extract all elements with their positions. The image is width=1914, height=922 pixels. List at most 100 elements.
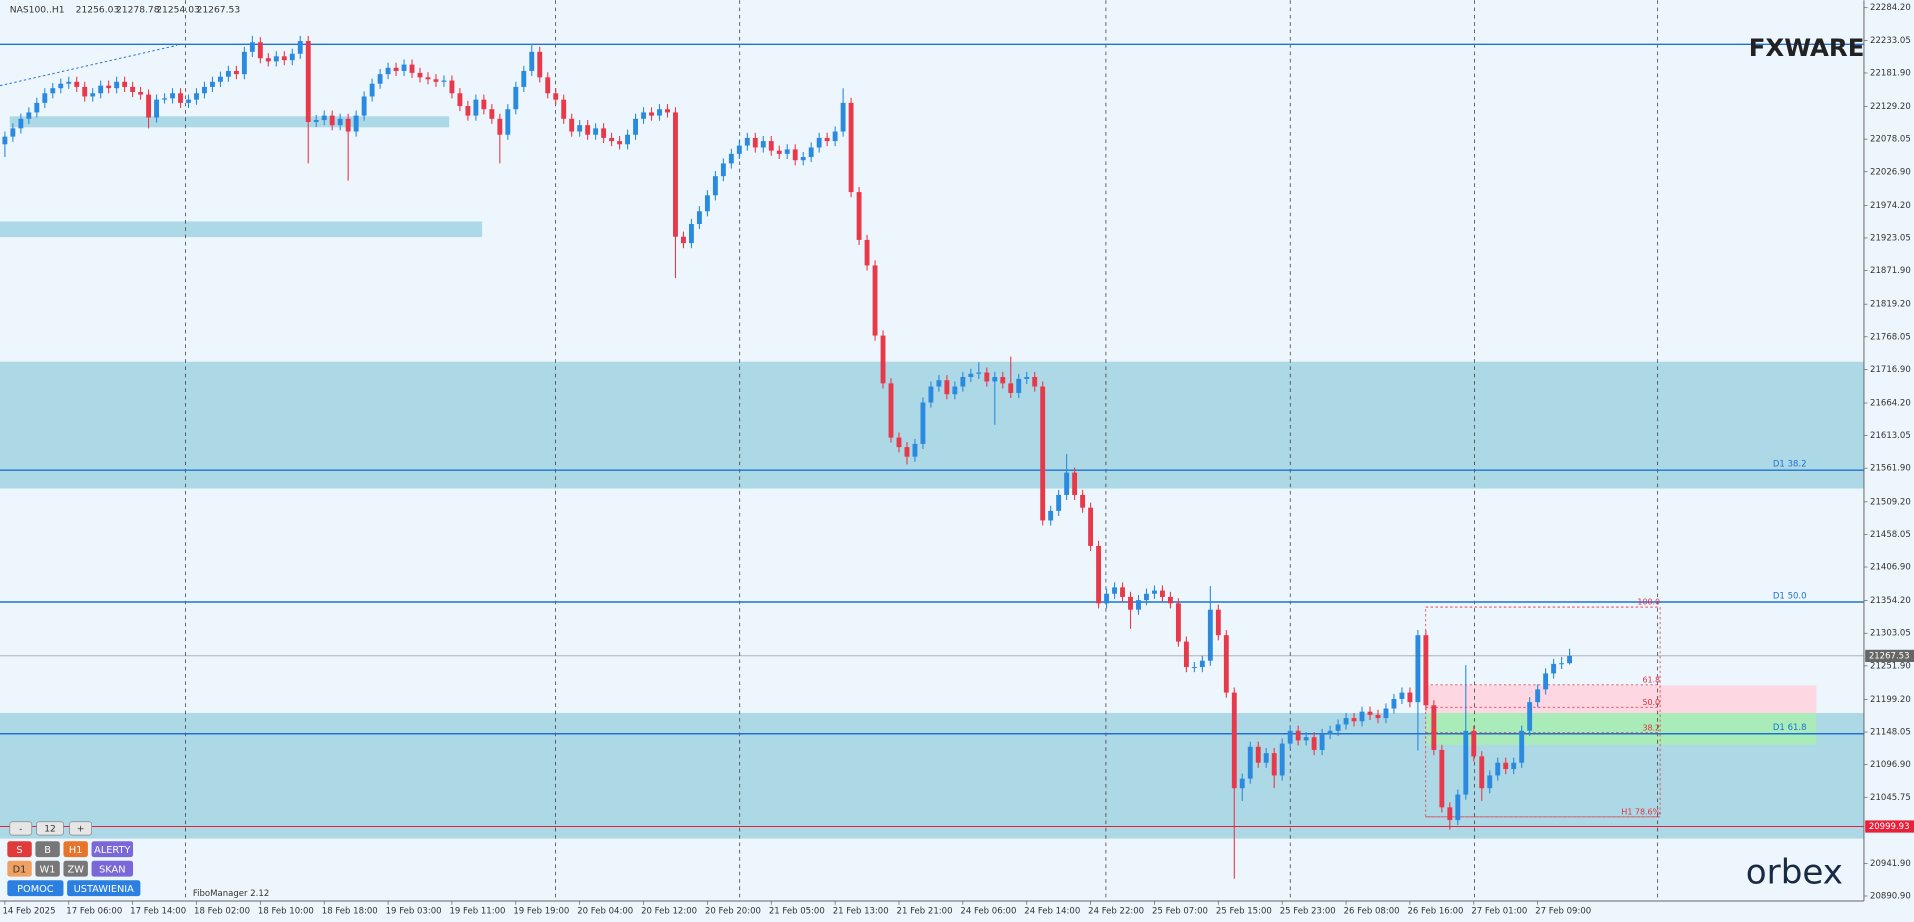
candle-body xyxy=(401,64,407,71)
candle-body xyxy=(561,99,567,119)
candle-body xyxy=(1367,711,1373,715)
button-label[interactable]: POMOC xyxy=(17,884,54,895)
candle-body xyxy=(289,53,295,61)
candle-body xyxy=(872,265,878,336)
button[interactable] xyxy=(91,841,134,858)
candle-body xyxy=(281,56,287,61)
x-tick-label: 20 Feb 20:00 xyxy=(705,906,761,916)
candle-body xyxy=(776,150,782,154)
candle-body xyxy=(984,372,990,382)
candle-body xyxy=(704,195,710,212)
button-label[interactable]: W1 xyxy=(40,864,56,875)
candle-body xyxy=(1319,734,1325,750)
candle-body xyxy=(1463,730,1469,795)
y-tick-label: 20941.90 xyxy=(1870,859,1911,869)
x-tick-label: 27 Feb 01:00 xyxy=(1471,906,1527,916)
candle-body xyxy=(1239,778,1245,789)
candle-body xyxy=(98,85,104,94)
button-label[interactable]: SKAN xyxy=(99,864,125,875)
candle-body xyxy=(178,93,183,103)
candle-body xyxy=(944,380,950,395)
candle-body xyxy=(433,79,439,82)
fib-label: H1 78.6% xyxy=(1621,808,1660,817)
button[interactable] xyxy=(7,860,32,877)
button-label[interactable]: S xyxy=(16,845,22,856)
candle-body xyxy=(593,128,599,135)
y-tick-label: 21613.05 xyxy=(1870,431,1911,441)
candle-body xyxy=(1383,708,1389,719)
candle-body xyxy=(760,141,766,148)
candle-body xyxy=(569,118,575,132)
y-tick-label: 21251.90 xyxy=(1870,661,1911,671)
candle-body xyxy=(665,109,670,113)
zoom-label[interactable]: - xyxy=(19,825,22,835)
zoom-button[interactable] xyxy=(69,821,92,836)
fib-zone xyxy=(1425,712,1817,745)
button[interactable] xyxy=(91,860,134,877)
button[interactable] xyxy=(35,860,60,877)
button-label[interactable]: B xyxy=(44,845,51,856)
zoom-label[interactable]: + xyxy=(77,825,85,835)
button-label[interactable]: ZW xyxy=(68,864,85,875)
candle-body xyxy=(385,67,391,75)
zoom-button[interactable] xyxy=(9,821,33,836)
button[interactable] xyxy=(67,880,141,897)
price-tag-label: 20999.93 xyxy=(1869,822,1910,832)
candle-body xyxy=(1327,730,1333,735)
candle-body xyxy=(808,147,814,158)
candle-body xyxy=(657,109,662,116)
button-label[interactable]: D1 xyxy=(13,864,27,875)
button-label[interactable]: USTAWIENIA xyxy=(74,884,135,895)
button[interactable] xyxy=(35,841,60,858)
candle-body xyxy=(936,380,942,387)
x-tick-label: 19 Feb 11:00 xyxy=(449,906,505,916)
x-tick-label: 18 Feb 18:00 xyxy=(322,906,378,916)
candle-body xyxy=(633,118,638,135)
button[interactable] xyxy=(63,860,88,877)
candle-body xyxy=(1503,762,1509,770)
candle-body xyxy=(305,41,311,122)
candle-body xyxy=(1567,655,1573,664)
candle-body xyxy=(1048,510,1054,521)
zoom-button[interactable] xyxy=(36,821,64,836)
candle-body xyxy=(960,376,966,387)
candle-body xyxy=(832,131,838,142)
candle-body xyxy=(1167,596,1173,604)
candle-body xyxy=(74,81,80,87)
candle-body xyxy=(425,77,431,80)
candle-body xyxy=(90,93,96,97)
candle-body xyxy=(26,112,32,119)
candle-body xyxy=(553,93,559,100)
candle-body xyxy=(521,70,527,87)
candle-body xyxy=(1120,587,1125,597)
button[interactable] xyxy=(63,841,88,858)
y-tick-label: 21303.05 xyxy=(1870,629,1911,639)
candle-body xyxy=(106,85,112,89)
candle-body xyxy=(1080,494,1086,508)
level-label: D1 50.0 xyxy=(1773,591,1807,601)
candle-body xyxy=(345,118,351,132)
price-tag xyxy=(1865,820,1914,833)
y-tick-label: 21045.75 xyxy=(1870,793,1911,803)
button[interactable] xyxy=(7,841,32,858)
candle-body xyxy=(912,443,918,457)
candle-body xyxy=(1008,383,1014,393)
candle-body xyxy=(1255,746,1261,763)
candle-body xyxy=(768,141,774,151)
zoom-label[interactable]: 12 xyxy=(44,825,56,835)
candle-body xyxy=(473,99,479,116)
candle-body xyxy=(1263,753,1269,763)
candle-body xyxy=(82,86,88,97)
x-tick-label: 18 Feb 10:00 xyxy=(258,906,314,916)
button[interactable] xyxy=(7,880,64,897)
candle-body xyxy=(1527,702,1533,731)
y-tick-label: 22078.05 xyxy=(1870,135,1911,145)
candle-body xyxy=(928,386,934,403)
button-label[interactable]: ALERTY xyxy=(94,845,130,856)
candle-body xyxy=(1104,593,1109,604)
candle-body xyxy=(1375,714,1381,719)
candle-body xyxy=(641,112,646,119)
candle-body xyxy=(585,125,591,135)
button-label[interactable]: H1 xyxy=(69,845,83,856)
